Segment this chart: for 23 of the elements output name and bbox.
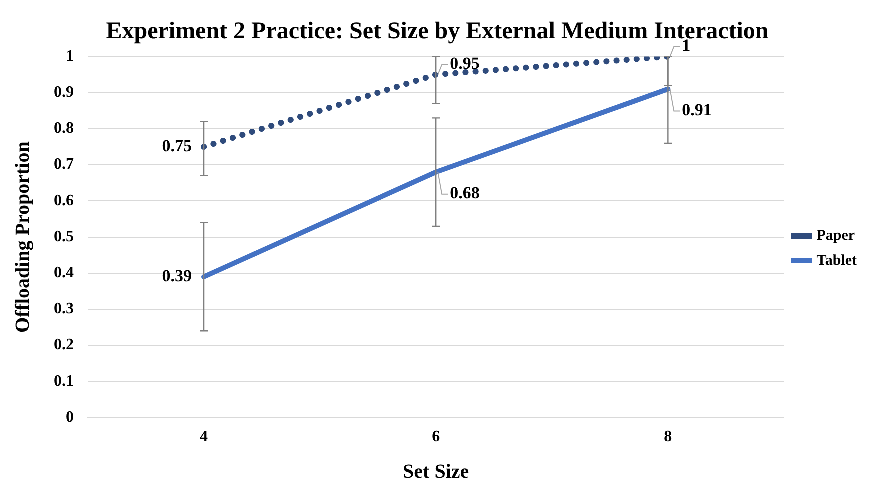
x-axis-title: Set Size: [403, 461, 470, 484]
y-tick-label: 0.2: [54, 336, 74, 354]
x-tick-label: 4: [200, 428, 208, 446]
x-tick-label: 6: [432, 428, 440, 446]
y-tick-label: 0: [66, 408, 74, 426]
data-label: 0.91: [682, 100, 712, 120]
y-tick-label: 0.1: [54, 372, 74, 390]
legend-label: Paper: [816, 228, 856, 244]
data-label: 0.75: [162, 136, 192, 156]
y-tick-label: 0.6: [54, 192, 74, 210]
data-label: 0.39: [162, 266, 192, 286]
y-tick-label: 0.7: [54, 156, 74, 174]
y-tick-label: 0.8: [54, 120, 74, 138]
y-tick-label: 1: [66, 48, 74, 65]
y-axis-title: Offloading Proportion: [12, 142, 34, 333]
y-tick-label: 0.4: [54, 264, 74, 282]
y-tick-label: 0.5: [54, 228, 74, 246]
y-tick-label: 0.3: [54, 300, 74, 318]
y-tick-label: 0.9: [54, 84, 74, 102]
legend-label: Tablet: [816, 252, 858, 269]
x-tick-label: 8: [664, 428, 672, 446]
data-label: 0.68: [450, 184, 480, 203]
data-label: 0.95: [450, 54, 480, 74]
